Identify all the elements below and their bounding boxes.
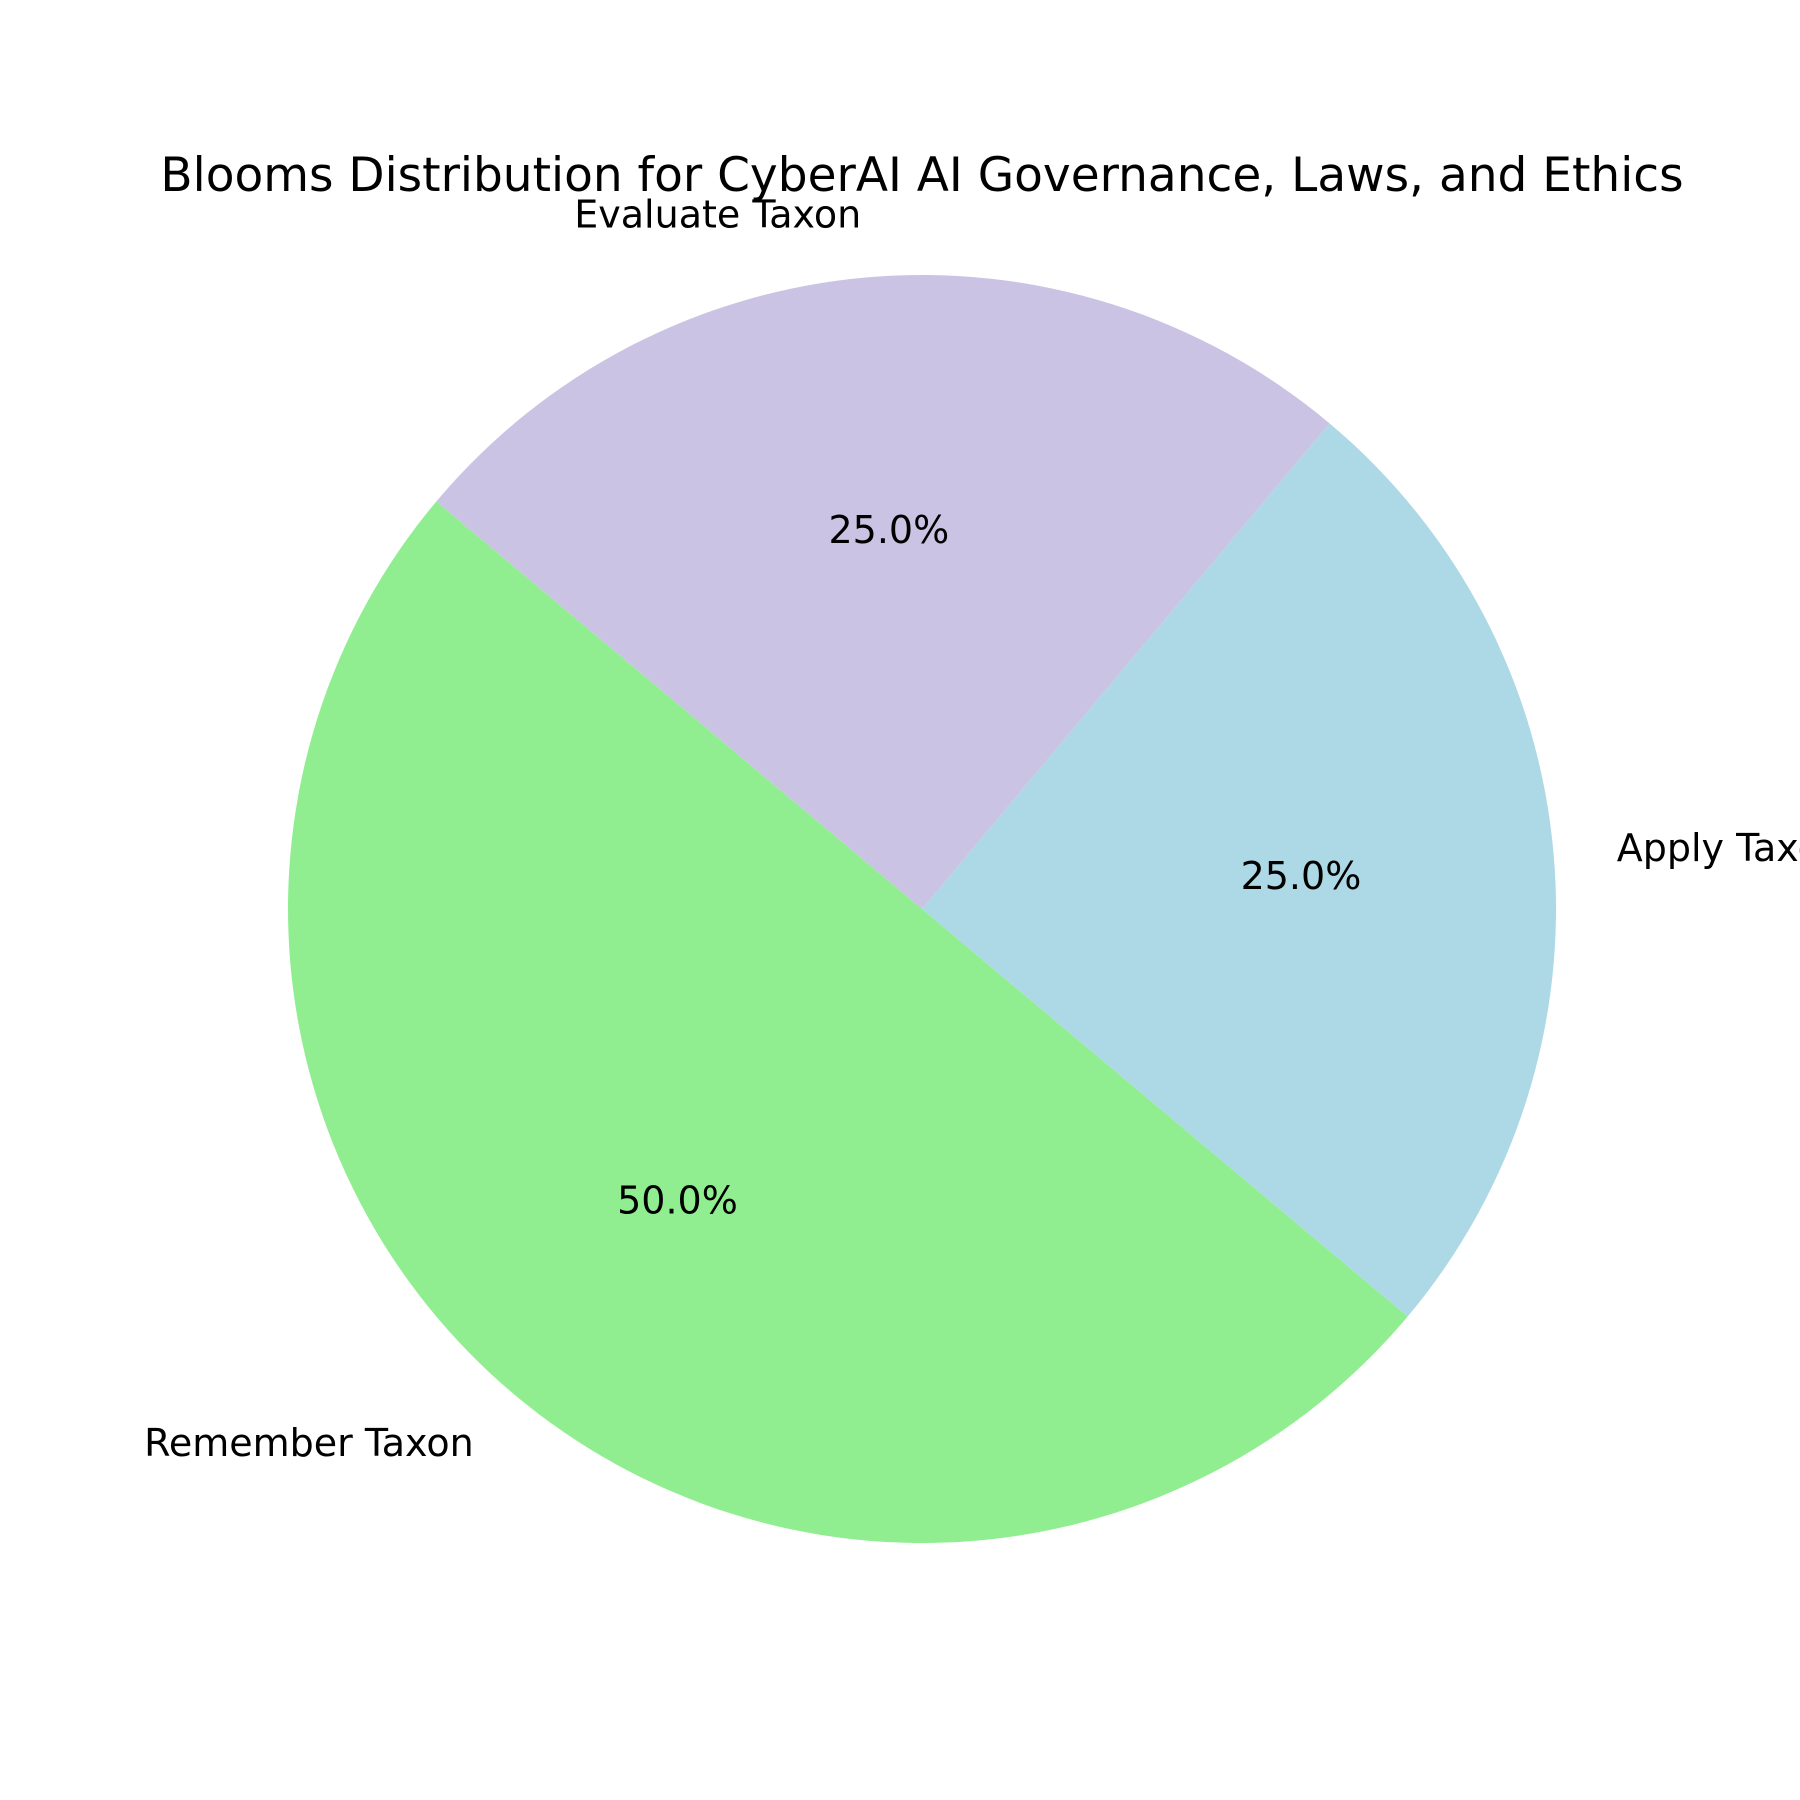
category-label-remember-taxon: Remember Taxon (144, 1421, 474, 1465)
percent-label-evaluate-taxon: 25.0% (828, 508, 949, 552)
category-labels: Remember Taxon Apply Taxon Evaluate Taxon (144, 192, 1800, 1465)
pie-slice-evaluate-taxon (436, 275, 1330, 909)
percent-labels: 50.0% 25.0% 25.0% (617, 508, 1361, 1222)
percent-label-apply-taxon: 25.0% (1241, 854, 1362, 898)
chart-title: Blooms Distribution for CyberAI AI Gover… (160, 148, 1683, 203)
percent-label-remember-taxon: 50.0% (617, 1178, 738, 1222)
pie-slices (288, 275, 1556, 1544)
pie-slice-apply-taxon (922, 423, 1556, 1317)
category-label-evaluate-taxon: Evaluate Taxon (574, 192, 861, 236)
category-label-apply-taxon: Apply Taxon (1617, 826, 1800, 870)
pie-slice-remember-taxon (288, 501, 1408, 1544)
